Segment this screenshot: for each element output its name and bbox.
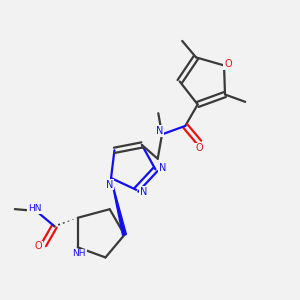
Text: O: O <box>35 242 43 251</box>
Text: N: N <box>156 126 163 136</box>
Text: NH: NH <box>73 249 86 258</box>
Text: N: N <box>159 163 166 173</box>
Text: HN: HN <box>28 204 41 213</box>
Text: O: O <box>224 59 232 69</box>
Text: O: O <box>195 143 203 153</box>
Text: N: N <box>140 187 147 196</box>
Polygon shape <box>111 178 126 235</box>
Text: N: N <box>106 180 113 190</box>
